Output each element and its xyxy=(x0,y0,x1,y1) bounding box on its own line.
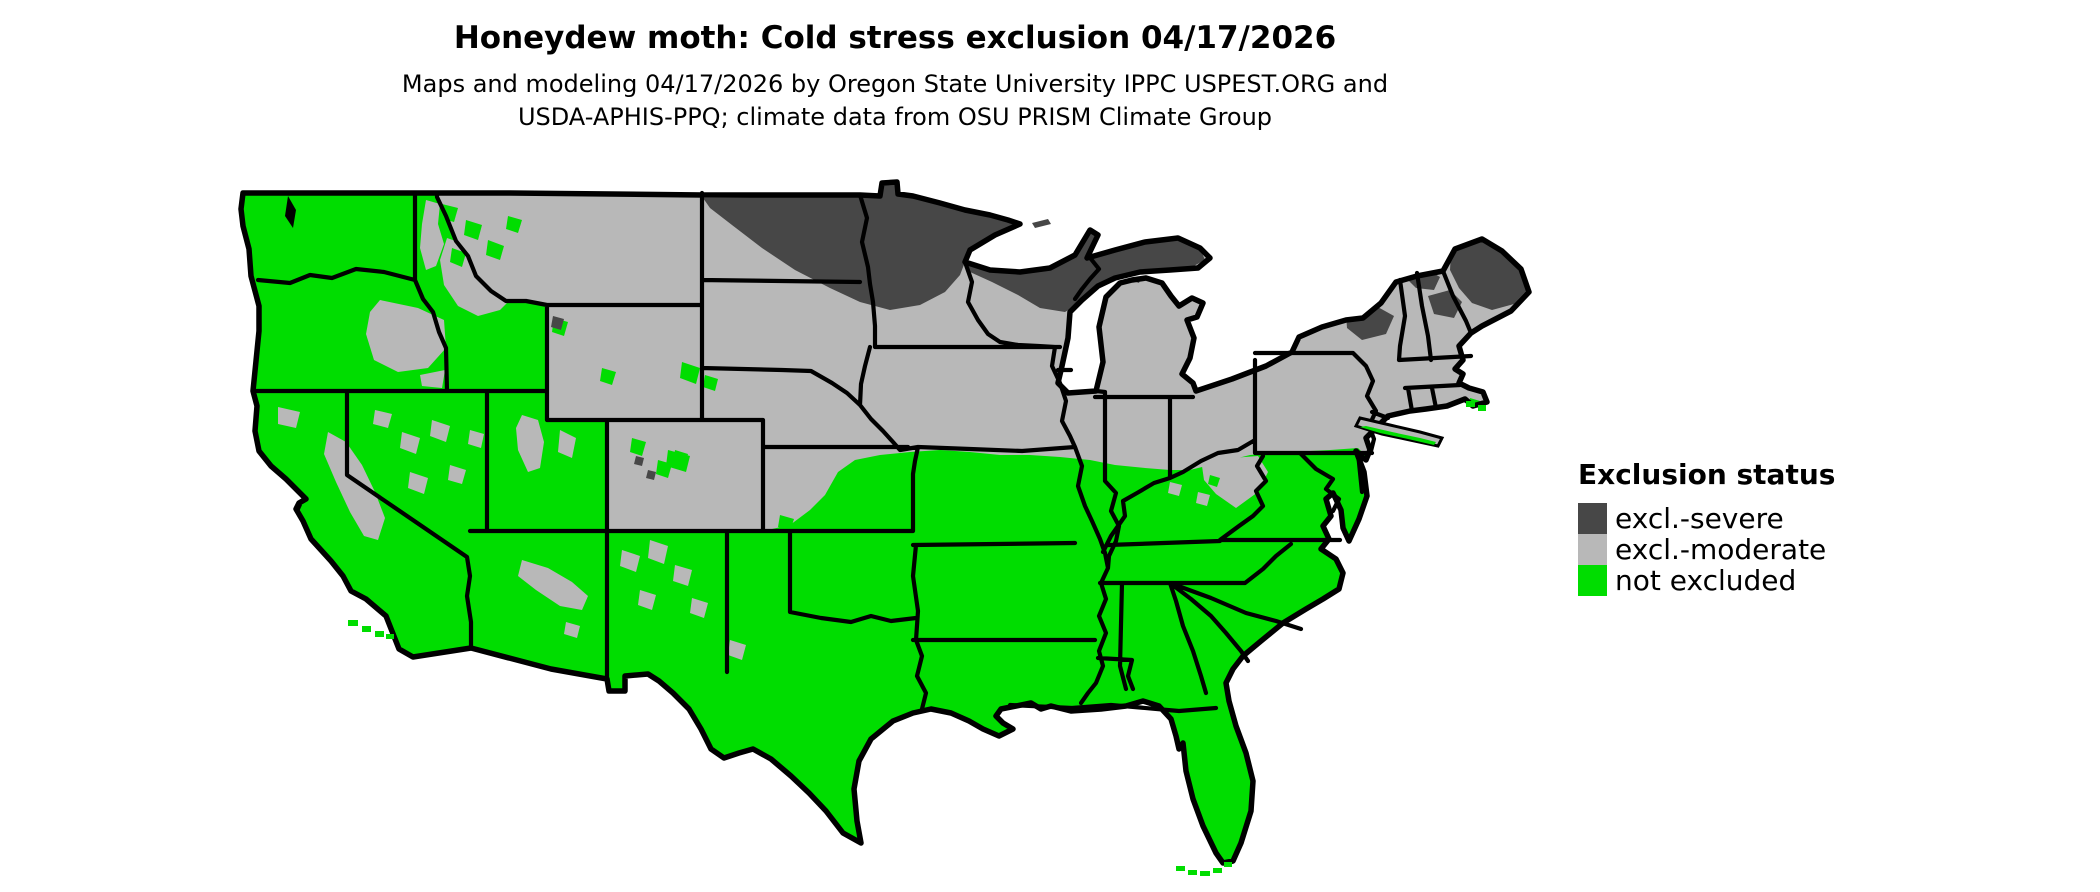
isle-royale xyxy=(1032,219,1051,228)
legend-swatch-severe xyxy=(1578,503,1607,534)
channel-islands xyxy=(348,620,394,639)
legend-title: Exclusion status xyxy=(1578,458,1836,491)
legend: Exclusion status excl.-severe excl.-mode… xyxy=(1578,458,1835,596)
page-subtitle: Maps and modeling 04/17/2026 by Oregon S… xyxy=(340,68,1450,134)
subtitle-line-1: Maps and modeling 04/17/2026 by Oregon S… xyxy=(401,70,1389,98)
legend-swatch-moderate xyxy=(1578,534,1607,565)
legend-label-moderate: excl.-moderate xyxy=(1615,533,1827,566)
legend-item-not-excluded: not excluded xyxy=(1578,565,1835,596)
legend-item-moderate: excl.-moderate xyxy=(1578,534,1835,565)
florida-keys xyxy=(1176,862,1232,876)
state-borders xyxy=(250,190,1474,714)
subtitle-line-2: USDA-APHIS-PPQ; climate data from OSU PR… xyxy=(517,103,1273,131)
us-map-svg xyxy=(238,179,1532,876)
legend-label-severe: excl.-severe xyxy=(1615,502,1784,535)
header: Honeydew moth: Cold stress exclusion 04/… xyxy=(340,18,1450,134)
page-title: Honeydew moth: Cold stress exclusion 04/… xyxy=(453,20,1337,56)
legend-item-severe: excl.-severe xyxy=(1578,503,1835,534)
us-outline xyxy=(238,179,1532,866)
legend-label-not-excluded: not excluded xyxy=(1615,564,1797,597)
legend-swatch-not-excluded xyxy=(1578,565,1607,596)
islands xyxy=(348,219,1486,876)
long-island-green-shore xyxy=(1360,426,1436,445)
nantucket-islands xyxy=(1466,401,1486,411)
us-map xyxy=(170,120,1570,892)
